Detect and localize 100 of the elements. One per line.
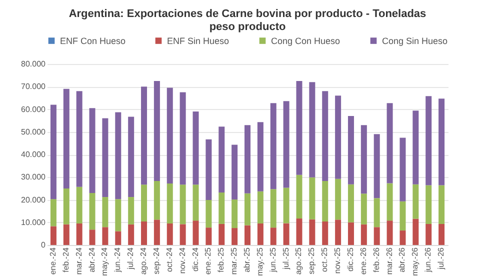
bar <box>102 197 108 228</box>
bar <box>257 224 264 245</box>
x-tick-label: feb.-26 <box>372 246 381 272</box>
bar <box>270 228 276 245</box>
y-tick-label: 60.000 <box>21 104 46 114</box>
x-tick-label: sep.-25 <box>307 246 316 274</box>
bar <box>76 91 82 187</box>
x-tick-label: nov.-24 <box>178 246 187 274</box>
bar <box>283 223 290 245</box>
bar <box>192 112 199 185</box>
bar <box>166 88 173 184</box>
bar <box>374 134 380 198</box>
x-tick-label: ene.-25 <box>204 246 213 275</box>
x-tick-label: dic.-24 <box>190 246 200 272</box>
bar <box>348 184 354 222</box>
bar <box>102 118 108 198</box>
bar <box>309 177 316 220</box>
bar <box>128 224 134 245</box>
bar <box>296 80 302 175</box>
bar <box>206 200 212 228</box>
bar <box>166 224 173 245</box>
bar <box>76 224 82 245</box>
bar <box>386 103 393 184</box>
bar <box>115 112 122 200</box>
x-tick-label: mar.-24 <box>74 246 84 275</box>
bar <box>257 191 264 224</box>
bar <box>89 192 96 230</box>
bar <box>438 185 445 224</box>
y-tick-label: 80.000 <box>21 60 46 68</box>
bar <box>426 96 432 186</box>
bar <box>166 183 173 224</box>
y-tick-label: 70.000 <box>21 82 46 92</box>
bar <box>180 224 186 245</box>
bar <box>232 200 238 228</box>
bar <box>360 125 367 194</box>
bar <box>50 226 56 245</box>
bar <box>218 192 225 224</box>
bar <box>309 82 316 178</box>
legend-label: Cong Con Hueso <box>271 36 340 46</box>
bar <box>438 98 445 186</box>
x-tick-label: jul.-25 <box>281 246 290 270</box>
x-tick-label: ene.-24 <box>48 246 58 275</box>
bar <box>374 227 380 245</box>
bar <box>322 180 328 222</box>
bar <box>102 227 108 245</box>
y-tick-label: 30.000 <box>21 172 46 182</box>
bar <box>89 230 96 245</box>
bar <box>154 180 160 220</box>
chart-title: Argentina: Exportaciones de Carne bovina por producto - Toneladas peso producto <box>68 8 426 33</box>
bar <box>76 186 82 224</box>
y-tick-label: 40.000 <box>21 150 46 159</box>
bar <box>63 224 70 245</box>
bar <box>50 104 56 200</box>
bar <box>270 189 276 228</box>
bar <box>335 96 342 179</box>
bar <box>283 188 290 224</box>
x-tick-label: abr.-26 <box>398 246 407 272</box>
bar <box>426 185 432 224</box>
bar <box>438 224 445 245</box>
bar <box>141 184 148 222</box>
bar <box>63 88 70 188</box>
x-tick-label: may.-26 <box>410 246 420 276</box>
x-tick-label: jul.-26 <box>436 246 446 270</box>
x-tick-label: nov.-25 <box>333 246 342 274</box>
y-tick-label: 50.000 <box>21 127 46 136</box>
x-tick-label: feb.-24 <box>61 246 70 272</box>
bar <box>154 80 160 181</box>
bar <box>128 116 134 198</box>
bar <box>400 230 406 245</box>
bar <box>63 188 70 224</box>
bar <box>309 219 316 245</box>
bar <box>322 91 328 181</box>
bar <box>374 198 380 228</box>
bar <box>335 178 342 220</box>
x-tick-label: jun.-25 <box>268 246 278 273</box>
y-tick-label: 0 <box>41 240 46 250</box>
bar <box>360 194 367 224</box>
bar <box>154 220 160 245</box>
bar <box>192 184 199 221</box>
x-tick-label: mar.-26 <box>384 246 394 275</box>
bar <box>400 201 406 231</box>
bar <box>386 183 393 221</box>
bar <box>386 220 393 245</box>
x-tick-label: jun.-24 <box>113 246 122 273</box>
bar <box>218 224 225 245</box>
legend-label: ENF Con Hueso <box>60 36 126 46</box>
bar <box>218 126 225 193</box>
bar <box>412 184 419 219</box>
bar <box>50 199 56 226</box>
bar <box>335 220 342 245</box>
bar <box>412 218 419 245</box>
bar <box>257 122 264 192</box>
bar <box>244 193 250 226</box>
x-tick-label: jul.-24 <box>126 246 136 270</box>
bar <box>232 228 238 245</box>
x-tick-label: ago.-25 <box>294 246 304 275</box>
legend-label: ENF Sin Hueso <box>167 36 230 46</box>
bar <box>180 92 186 185</box>
bar <box>141 221 148 245</box>
bar <box>283 101 290 188</box>
